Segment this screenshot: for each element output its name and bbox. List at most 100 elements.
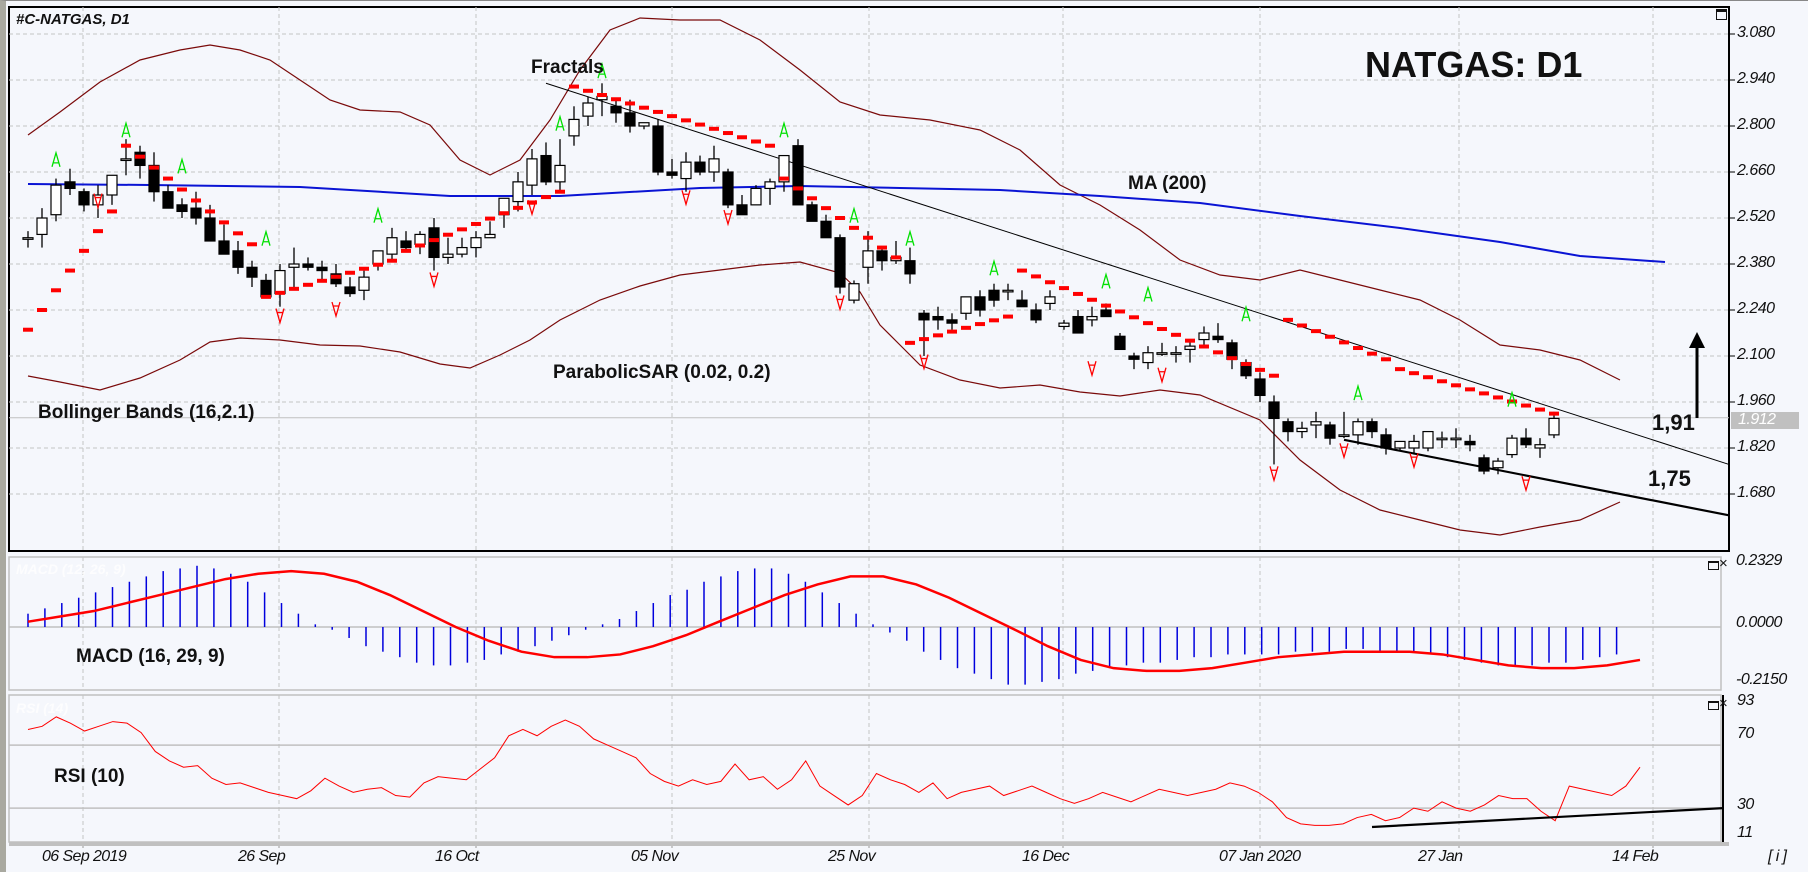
- parabolic-sar-dot: [919, 337, 929, 342]
- parabolic-sar-dot: [107, 209, 117, 214]
- fractal-down-icon: [1269, 466, 1279, 483]
- fractal-down-icon: [835, 295, 845, 312]
- rsi-maximize-button[interactable]: [1708, 701, 1719, 710]
- parabolic-sar-dot: [1227, 356, 1237, 361]
- symbol-title: #C-NATGAS, D1: [16, 11, 130, 28]
- bearish-candle: [834, 237, 846, 288]
- rsi-close-button[interactable]: ×: [1719, 695, 1728, 712]
- bullish-candle: [470, 237, 482, 249]
- bullish-candle: [1296, 427, 1308, 433]
- macd-maximize-button[interactable]: [1708, 561, 1719, 570]
- parabolic-sar-dot: [1535, 407, 1545, 412]
- bearish-candle: [876, 250, 888, 262]
- fractal-up-icon: [51, 150, 61, 168]
- parabolic-sar-dot: [1171, 332, 1181, 337]
- parabolic-sar-dot: [1241, 362, 1251, 367]
- info-button[interactable]: [ i ]: [1768, 848, 1787, 865]
- parabolic-sar-dot: [1437, 379, 1447, 384]
- parabolic-sar-dot: [1353, 346, 1363, 351]
- parabolic-sar-dot: [555, 189, 565, 194]
- bearish-candle: [988, 289, 1000, 301]
- bullish-candle: [554, 164, 566, 183]
- parabolic-sar-dot: [1507, 399, 1517, 404]
- bearish-candle: [974, 296, 986, 311]
- price-tick-label: 2.380: [1737, 254, 1775, 271]
- bullish-candle: [106, 174, 118, 196]
- parabolic-sar-dot: [1493, 395, 1503, 400]
- price-tick-label: 2.940: [1737, 70, 1775, 87]
- parabolic-sar-dot: [51, 288, 61, 293]
- macd-pane: [8, 556, 1722, 691]
- fractal-up-icon: [1241, 304, 1251, 322]
- bearish-candle: [260, 279, 272, 298]
- parabolic-sar-dot: [373, 262, 383, 267]
- fractal-down-icon: [1087, 360, 1097, 378]
- main-maximize-button[interactable]: [1716, 9, 1727, 20]
- bearish-candle: [652, 125, 664, 173]
- parabolic-sar-dot: [205, 209, 215, 214]
- price-tick-label: 2.800: [1737, 116, 1775, 133]
- parabolic-sar-dot: [233, 231, 243, 236]
- parabolic-sar-dot: [261, 294, 271, 299]
- parabolic-sar-dot: [1101, 303, 1111, 308]
- parabolic-sar-dot: [625, 101, 635, 106]
- parabolic-sar-dot: [639, 105, 649, 110]
- bullish-candle: [120, 158, 132, 162]
- parabolic-sar-dot: [1283, 317, 1293, 322]
- parabolic-sar-dot: [415, 243, 425, 248]
- bullish-candle: [1394, 440, 1406, 449]
- bearish-candle: [1380, 434, 1392, 449]
- fractal-up-icon: [373, 206, 383, 223]
- bearish-candle: [694, 161, 706, 173]
- parabolic-sar-dot: [975, 322, 985, 327]
- fractal-up-icon: [905, 229, 915, 246]
- parabolic-sar-dot: [947, 329, 957, 334]
- parabolic-sar-dot: [65, 268, 75, 273]
- bearish-candle: [1100, 309, 1112, 318]
- bearish-candle: [624, 112, 636, 127]
- parabolic-sar-dot: [1129, 315, 1139, 320]
- parabolic-sar-label: ParabolicSAR (0.02, 0.2): [553, 362, 771, 383]
- bullish-candle: [750, 187, 762, 206]
- parabolic-sar-dot: [667, 114, 677, 119]
- bullish-candle: [442, 253, 454, 259]
- bullish-candle: [414, 233, 426, 245]
- fractal-down-icon: [275, 308, 285, 325]
- support-trendline: [1343, 438, 1730, 517]
- bearish-candle: [932, 315, 944, 321]
- parabolic-sar-dot: [303, 282, 313, 287]
- bullish-candle: [1142, 352, 1154, 364]
- ma200-line: [27, 183, 1666, 263]
- bearish-candle: [1128, 355, 1140, 360]
- parabolic-sar-dot: [485, 216, 495, 221]
- bearish-candle: [946, 319, 958, 324]
- bullish-candle: [526, 158, 538, 186]
- fractal-down-icon: [919, 354, 929, 371]
- bullish-candle: [1422, 430, 1434, 449]
- macd-label: MACD (16, 29, 9): [76, 646, 225, 667]
- parabolic-sar-dot: [527, 200, 537, 205]
- bullish-candle: [1184, 345, 1196, 351]
- fractal-down-icon: [331, 301, 341, 319]
- parabolic-sar-dot: [765, 143, 775, 148]
- bearish-candle: [1114, 335, 1126, 351]
- fractal-down-icon: [527, 199, 537, 217]
- bullish-candle: [1548, 417, 1560, 436]
- macd-close-button[interactable]: ×: [1719, 555, 1728, 572]
- bearish-candle: [162, 191, 174, 209]
- fractal-up-icon: [555, 114, 565, 131]
- time-scrollbar: [9, 842, 1729, 846]
- parabolic-sar-dot: [835, 216, 845, 220]
- parabolic-sar-dot: [247, 242, 257, 247]
- parabolic-sar-dot: [611, 97, 621, 102]
- parabolic-sar-dot: [1059, 286, 1069, 291]
- breakout-arrow-head: [1689, 332, 1705, 348]
- parabolic-sar-dot: [429, 238, 439, 243]
- bullish-candle: [456, 246, 468, 255]
- parabolic-sar-dot: [359, 266, 369, 271]
- bullish-candle: [1058, 322, 1070, 328]
- parabolic-sar-dot: [891, 255, 901, 260]
- parabolic-sar-dot: [737, 135, 747, 140]
- bullish-candle: [680, 161, 692, 180]
